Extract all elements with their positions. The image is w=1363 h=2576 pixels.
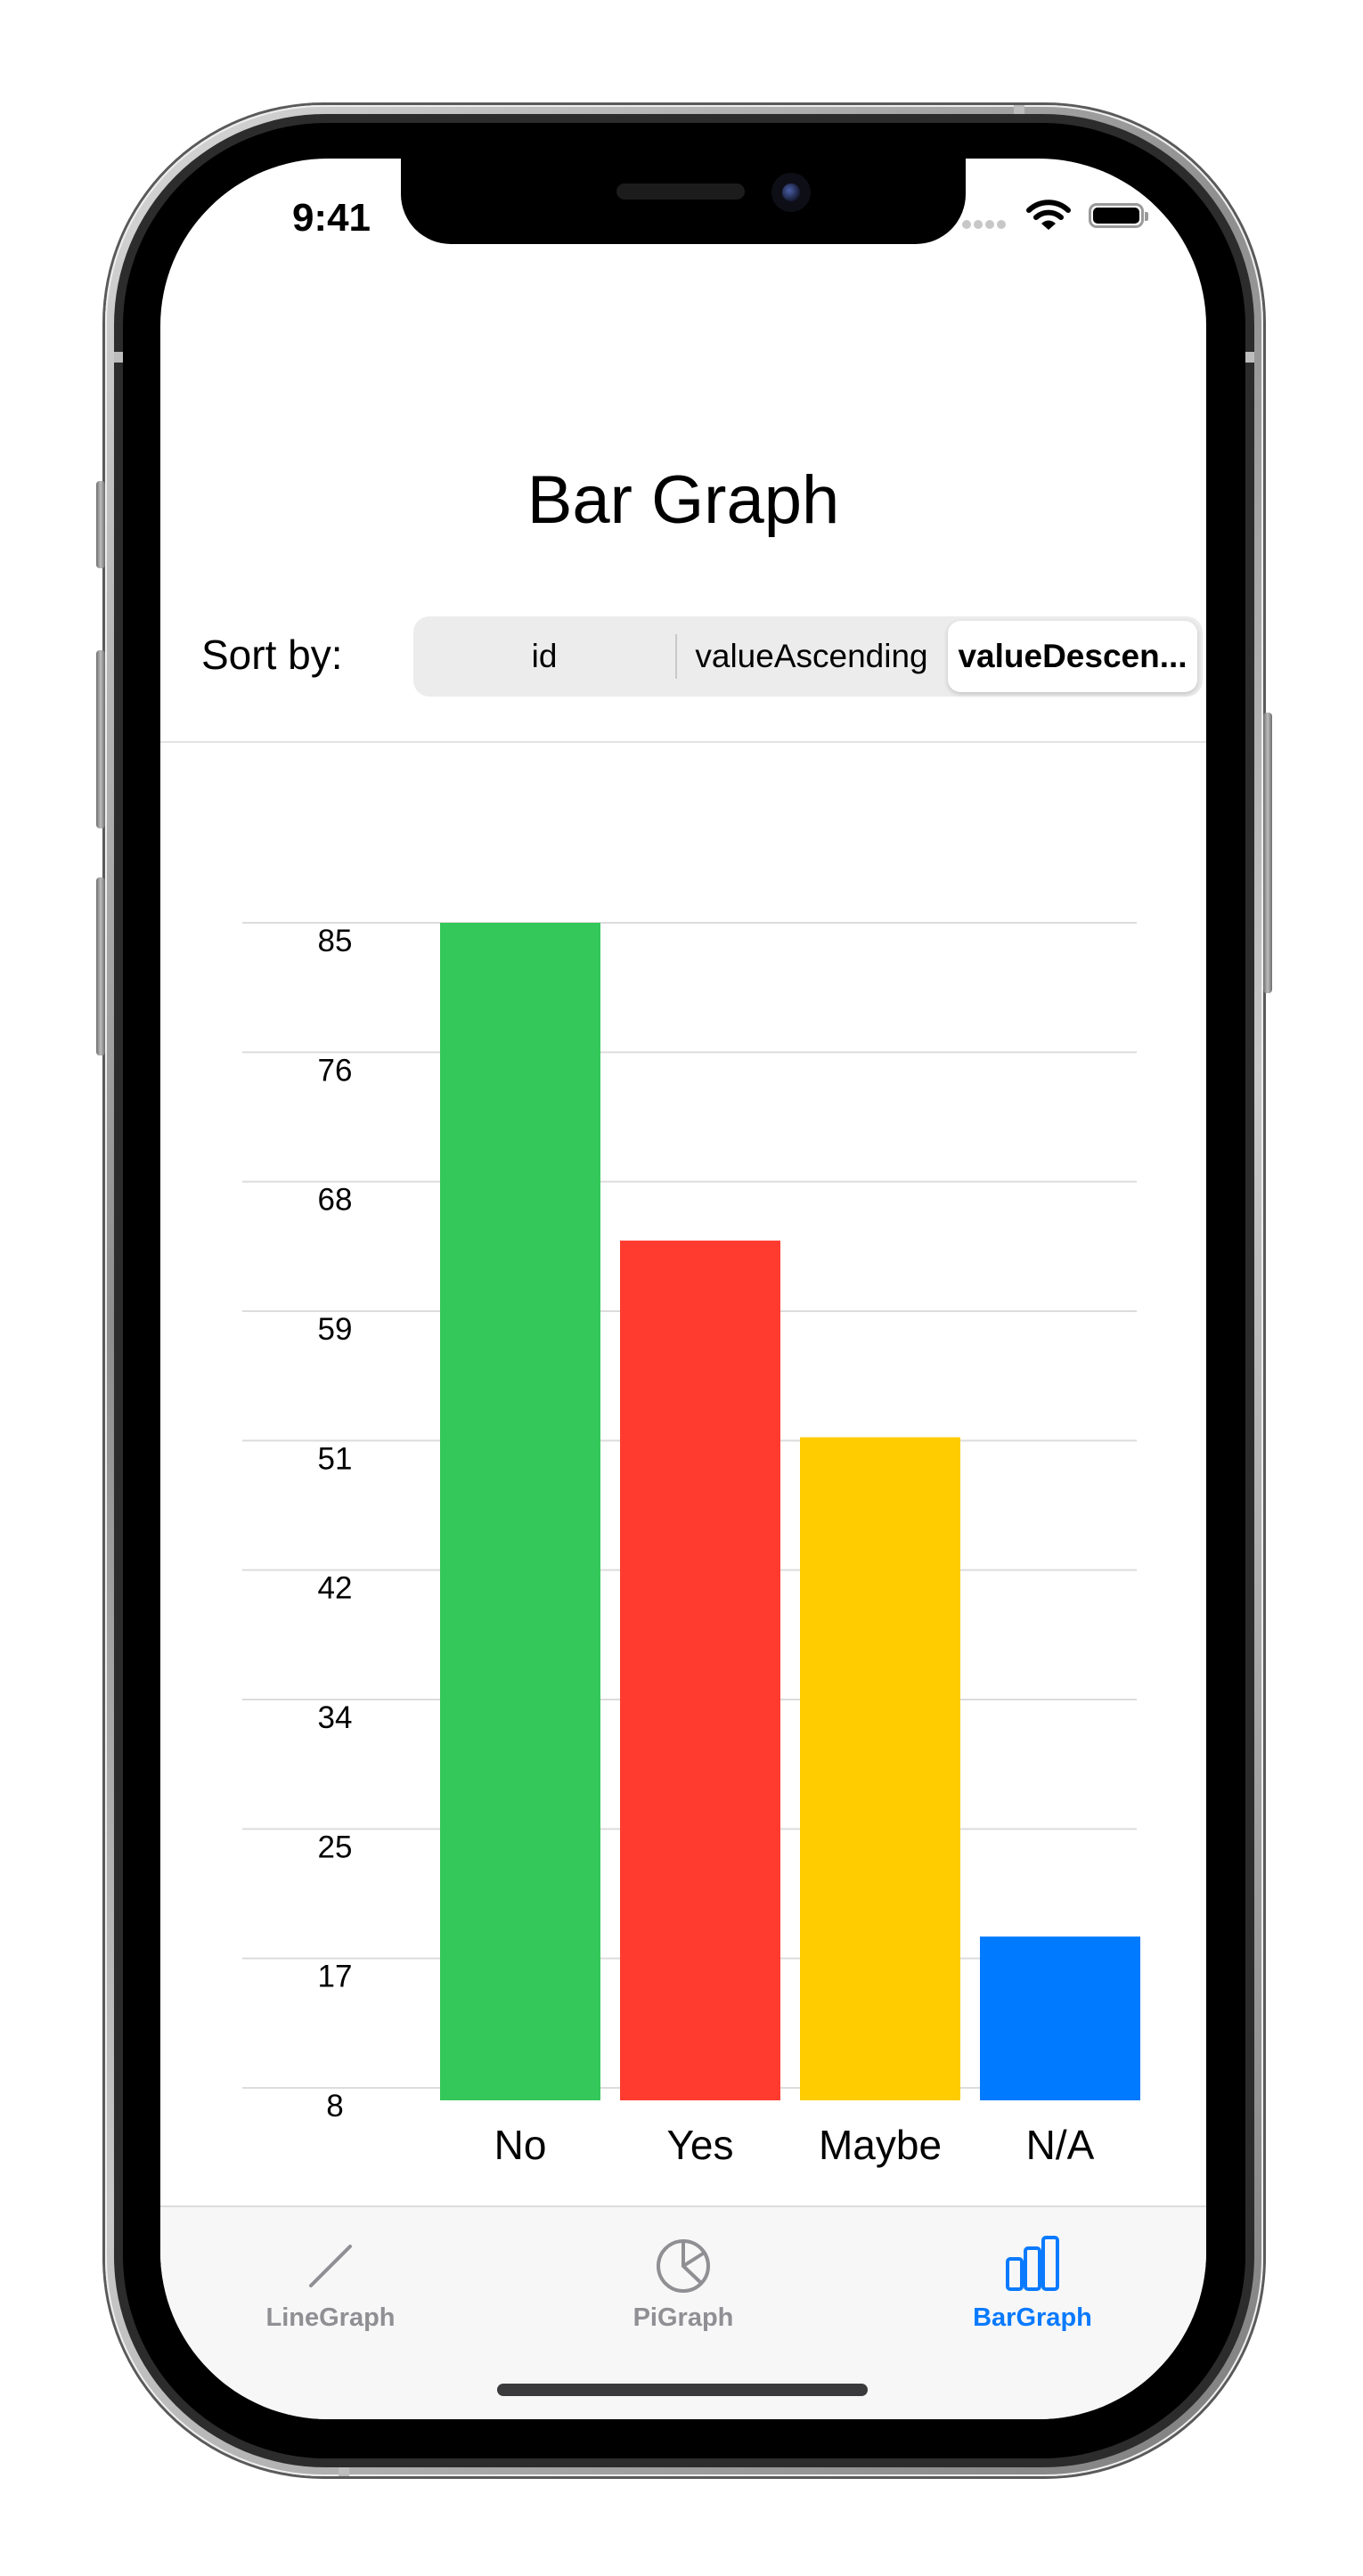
screen: 9:41 Bar Graph Sort by: id valueAscendin… (160, 159, 1206, 2419)
tab-label: LineGraph (265, 2303, 396, 2332)
tab-label: PiGraph (633, 2303, 734, 2332)
y-tick-label: 59 (318, 1312, 353, 1347)
bar-maybe (800, 1437, 960, 2100)
segment-value-ascending[interactable]: valueAscending (695, 638, 928, 674)
volume-down-button (96, 877, 105, 1056)
antenna-line (114, 352, 123, 363)
bar-chart: 85 76 68 59 51 42 34 25 17 8 No Yes Maybe N/A (242, 922, 1140, 2168)
sort-label: Sort by: (201, 632, 343, 678)
x-category-label: N/A (1026, 2122, 1095, 2168)
antenna-line (339, 2467, 349, 2476)
sort-segmented-control: id valueAscending valueDescen... (413, 616, 1203, 697)
tab-line-graph[interactable]: LineGraph (219, 2207, 442, 2350)
bar-chart-icon (1006, 2236, 1059, 2291)
y-tick-label: 8 (326, 2089, 343, 2124)
segment-value-descending[interactable]: valueDescen... (948, 621, 1197, 692)
bar-n-a (980, 1936, 1140, 2100)
silent-switch (96, 481, 105, 568)
status-time: 9:41 (291, 196, 371, 240)
antenna-line (1245, 352, 1254, 363)
status-icons (962, 200, 1158, 235)
tab-bar-graph[interactable]: BarGraph (921, 2207, 1144, 2350)
segment-divider (675, 634, 677, 679)
header-divider (160, 741, 1206, 743)
home-indicator (497, 2384, 868, 2396)
segment-id[interactable]: id (531, 638, 558, 674)
cellular-signal-icon (962, 217, 1008, 233)
volume-up-button (96, 650, 105, 828)
x-category-label: No (494, 2122, 547, 2168)
y-tick-label: 68 (318, 1183, 353, 1218)
y-tick-label: 42 (318, 1571, 353, 1606)
notch (401, 159, 966, 244)
y-tick-label: 17 (318, 1960, 353, 1994)
y-tick-label: 51 (318, 1441, 353, 1476)
bar-no (440, 923, 600, 2100)
y-tick-label: 25 (318, 1830, 353, 1864)
page-title: Bar Graph (526, 462, 840, 538)
front-camera-icon (771, 173, 811, 212)
wifi-icon (1026, 200, 1071, 230)
power-button (1263, 713, 1272, 993)
line-graph-icon (309, 2245, 352, 2287)
bar-yes (620, 1240, 780, 2100)
pie-chart-icon (657, 2239, 710, 2293)
battery-icon (1089, 203, 1148, 228)
x-category-label: Yes (666, 2122, 733, 2168)
antenna-line (1014, 105, 1024, 114)
y-tick-label: 76 (318, 1053, 353, 1088)
y-tick-label: 85 (318, 924, 353, 958)
tab-pi-graph[interactable]: PiGraph (572, 2207, 795, 2350)
x-category-label: Maybe (819, 2122, 942, 2168)
tab-label: BarGraph (973, 2303, 1092, 2332)
y-tick-label: 34 (318, 1700, 353, 1735)
speaker-grille (616, 183, 745, 200)
